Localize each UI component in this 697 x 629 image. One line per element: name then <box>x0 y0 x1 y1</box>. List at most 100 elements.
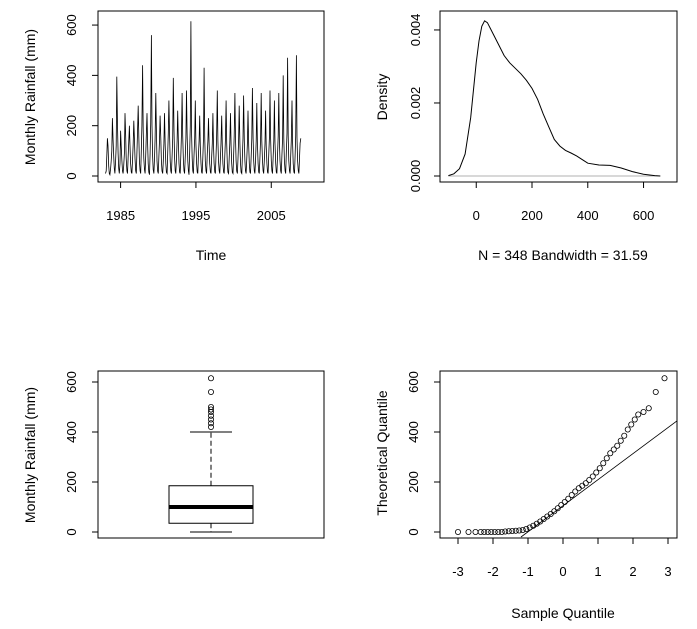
y-tick-label: 0.002 <box>408 87 423 120</box>
plot-frame <box>97 370 325 539</box>
qq-point <box>661 375 668 382</box>
qq-point <box>586 476 593 483</box>
y-tick-label: 600 <box>64 14 79 36</box>
qq-point <box>502 528 509 535</box>
outlier-point <box>207 416 214 423</box>
x-axis-title: Time <box>196 247 227 263</box>
y-axis-title: Monthly Rainfall (mm) <box>22 29 38 165</box>
y-tick-label: 0.004 <box>408 14 423 47</box>
density-curve <box>448 20 661 177</box>
qq-point <box>491 529 498 536</box>
y-tick-label: 200 <box>406 471 421 493</box>
boxplot-panel: 0 200 400 600 Monthly Rainfall (mm) <box>22 370 325 539</box>
y-tick-label: 200 <box>64 471 79 493</box>
qq-point <box>561 498 568 505</box>
qq-point <box>575 485 582 492</box>
outlier-point <box>207 388 214 395</box>
x-tick-label: 200 <box>521 208 543 223</box>
x-tick-label: 0 <box>473 208 480 223</box>
x-tick-label: 2005 <box>257 208 286 223</box>
qq-point <box>481 529 488 536</box>
qq-point <box>589 473 596 480</box>
qq-point <box>593 469 600 476</box>
qq-point <box>617 437 624 444</box>
y-tick-label: 0.000 <box>408 160 423 193</box>
qq-point <box>572 488 579 495</box>
y-axis-title: Monthly Rainfall (mm) <box>22 387 38 523</box>
qq-panel: -3 -2 -1 0 1 2 3 0 200 400 600 Sample Quantile Theor… <box>374 370 678 621</box>
qq-point <box>628 421 635 428</box>
qq-point <box>631 416 638 423</box>
qq-point <box>484 529 491 536</box>
y-tick-label: 400 <box>406 421 421 443</box>
qq-point <box>488 529 495 536</box>
qq-point <box>607 450 614 457</box>
x-tick-label: -1 <box>522 564 534 579</box>
x-tick-label: 400 <box>577 208 599 223</box>
qq-point <box>596 465 603 472</box>
outlier-point <box>207 406 214 413</box>
qq-point <box>454 529 461 536</box>
qq-point <box>519 527 526 534</box>
y-tick-label: 200 <box>64 115 79 137</box>
qq-point <box>512 527 519 534</box>
outlier-point <box>207 420 214 427</box>
y-tick-label: 0 <box>406 528 421 535</box>
qq-point <box>600 460 607 467</box>
qq-point <box>465 529 472 536</box>
qq-point <box>614 442 621 449</box>
qq-point <box>579 482 586 489</box>
x-tick-label: 3 <box>664 564 671 579</box>
qq-point <box>505 528 512 535</box>
x-axis-title: Sample Quantile <box>511 605 615 621</box>
plot-frame <box>439 370 678 539</box>
outlier-point <box>207 403 214 410</box>
qq-point <box>565 495 572 502</box>
x-tick-label: 1 <box>594 564 601 579</box>
y-tick-label: 400 <box>64 421 79 443</box>
y-tick-label: 600 <box>64 371 79 393</box>
x-axis-title: N = 348 Bandwidth = 31.59 <box>478 247 648 263</box>
qq-point <box>523 526 530 533</box>
qq-point <box>551 508 558 515</box>
qq-point <box>610 446 617 453</box>
series-line-rainfall <box>105 21 302 177</box>
outlier-point <box>207 423 214 430</box>
x-tick-label: -3 <box>452 564 464 579</box>
qq-point <box>645 405 652 412</box>
y-tick-label: 600 <box>406 371 421 393</box>
plot-frame <box>97 10 325 183</box>
x-tick-label: 1995 <box>181 208 210 223</box>
qq-point <box>582 480 589 487</box>
y-axis-title: Theoretical Quantile <box>374 390 390 516</box>
interquartile-box <box>168 485 254 524</box>
x-tick-label: 2 <box>629 564 636 579</box>
qq-point <box>603 455 610 462</box>
qq-point <box>477 529 484 536</box>
x-tick-label: 0 <box>559 564 566 579</box>
qq-point <box>495 529 502 536</box>
outlier-point <box>207 412 214 419</box>
qq-point <box>621 432 628 439</box>
qq-reference-line <box>520 420 677 538</box>
y-axis-title: Density <box>374 74 390 121</box>
qq-point <box>526 524 533 531</box>
density-panel: 0 200 400 600 0.000 0.002 0.004 N = 348 Bandwid… <box>374 10 678 263</box>
x-tick-label: -2 <box>487 564 499 579</box>
y-tick-label: 400 <box>64 65 79 87</box>
qq-point <box>530 522 537 529</box>
qq-point <box>472 529 479 536</box>
y-tick-label: 0 <box>64 528 79 535</box>
qq-point <box>652 388 659 395</box>
x-tick-label: 600 <box>633 208 655 223</box>
y-tick-label: 0 <box>64 172 79 179</box>
qq-point <box>635 411 642 418</box>
qq-point <box>509 528 516 535</box>
x-tick-label: 1985 <box>106 208 135 223</box>
qq-point <box>554 505 561 512</box>
qq-point <box>624 426 631 433</box>
qq-point <box>547 510 554 517</box>
qq-point <box>568 491 575 498</box>
outlier-point <box>207 375 214 382</box>
